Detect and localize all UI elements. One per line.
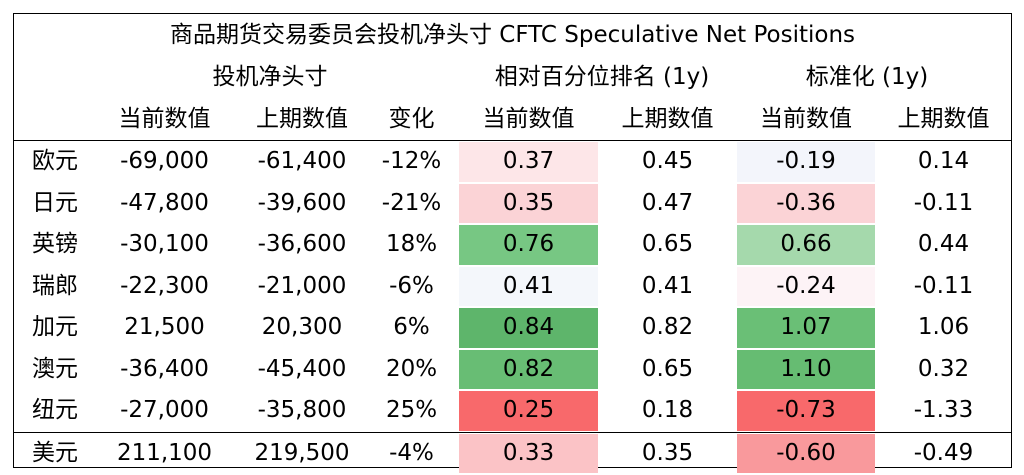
column-header: 当前数值 [760,105,852,132]
heat-cell-bg [737,308,875,348]
table-cell-rank-prev: 0.18 [641,397,694,424]
table-cell-std-prev: -1.33 [913,397,974,424]
heat-cell-bg [459,142,598,182]
table-cell-std-prev: 0.14 [917,148,970,175]
table-cell-std-prev: -0.11 [913,189,974,216]
table-cell-chg: -12% [381,148,442,175]
table-cell-chg: 18% [385,231,438,258]
currency-label: 纽元 [32,397,78,424]
table-cell-std-prev: 0.32 [917,355,970,382]
table-cell-chg: 25% [385,397,438,424]
table-cell-rank-cur: 0.25 [502,397,555,424]
heat-cell-bg [459,183,598,223]
heat-cell-bg [459,225,598,265]
currency-label: 英镑 [32,231,78,258]
heat-cell-bg [459,308,598,348]
column-header: 上期数值 [256,105,348,132]
group-header-rank: 相对百分位排名 (1y) [494,63,710,90]
table-cell-cur: -27,000 [120,397,209,424]
column-header: 当前数值 [118,105,211,132]
table-cell-chg: -21% [381,189,442,216]
table-cell-rank-prev: 0.82 [641,314,694,341]
table-cell-rank-prev: 0.47 [641,189,694,216]
heat-cell-bg [459,433,598,473]
table-cell-rank-cur: 0.82 [502,355,555,382]
table-cell-rank-cur: 0.37 [502,148,555,175]
heat-cell-bg [459,266,598,306]
currency-label: 日元 [32,189,78,216]
heat-cell-bg [737,349,875,389]
group-header-net: 投机净头寸 [212,63,328,90]
table-cell-cur: -47,800 [120,189,209,216]
table-cell-cur: -22,300 [120,272,209,299]
table-cell-prev: -39,600 [257,189,347,216]
table-cell-prev: -35,800 [257,397,347,424]
table-cell-std-cur: -0.24 [776,272,836,299]
column-header: 上期数值 [621,105,714,132]
table-cell-std-cur: -0.73 [776,397,836,424]
currency-label: 加元 [32,314,78,341]
usd-divider [14,431,1011,433]
heat-cell-bg [737,225,875,265]
table-cell-rank-cur: 0.35 [502,189,555,216]
table-cell-std-prev: 1.06 [917,314,970,341]
currency-label: 瑞郎 [32,272,78,299]
table-cell-cur: 21,500 [124,314,205,341]
heat-cell-bg [737,433,875,473]
header-divider [14,140,1011,141]
table-cell-std-cur: -0.19 [776,148,836,175]
table-cell-chg: 20% [385,355,438,382]
table-cell-prev: -36,600 [257,231,347,258]
table-cell-rank-cur: 0.84 [502,314,555,341]
table-cell-rank-prev: 0.45 [641,148,694,175]
heat-cell-bg [737,142,875,182]
heat-cell-bg [737,183,875,223]
table-cell-cur: -30,100 [120,231,209,258]
table-cell-rank-prev: 0.65 [641,355,694,382]
heat-cell-bg [459,391,598,431]
table-cell-rank-cur: 0.76 [502,231,555,258]
table-cell-rank-prev: 0.35 [641,439,694,466]
table-cell-std-cur: -0.36 [776,189,836,216]
table-cell-std-cur: 1.10 [780,355,832,382]
table-cell-rank-cur: 0.33 [502,439,555,466]
cftc-table: 商品期货交易委员会投机净头寸 CFTC Speculative Net Posi… [13,13,1012,473]
table-cell-std-prev: 0.44 [917,231,970,258]
table-cell-prev: -45,400 [257,355,347,382]
currency-label: 澳元 [32,355,78,382]
table-cell-prev: -61,400 [257,148,347,175]
table-cell-rank-prev: 0.65 [641,231,694,258]
table-cell-rank-cur: 0.41 [502,272,555,299]
table-cell-std-prev: -0.49 [913,439,974,466]
table-cell-cur: -36,400 [120,355,209,382]
table-cell-chg: -6% [389,272,434,299]
table-cell-prev: 219,500 [254,439,350,466]
heat-cell-bg [737,266,875,306]
table-cell-rank-prev: 0.41 [641,272,694,299]
currency-label: 欧元 [32,148,78,175]
table-cell-prev: 20,300 [261,314,343,341]
table-cell-cur: -69,000 [120,148,209,175]
group-header-std: 标准化 (1y) [805,63,929,90]
heat-cell-bg [737,391,875,431]
table-cell-std-cur: 0.66 [780,231,832,258]
currency-label: 美元 [32,439,78,466]
table-cell-chg: -4% [389,439,434,466]
heat-cell-bg [459,349,598,389]
column-header: 上期数值 [897,105,990,132]
column-header: 当前数值 [482,105,575,132]
table-cell-std-prev: -0.11 [913,272,974,299]
table-cell-chg: 6% [393,314,430,341]
table-cell-std-cur: 1.07 [780,314,832,341]
table-cell-cur: 211,100 [116,439,213,466]
table-title: 商品期货交易委员会投机净头寸 CFTC Speculative Net Posi… [169,21,856,48]
column-header: 变化 [388,105,435,132]
table-cell-prev: -21,000 [257,272,347,299]
table-cell-std-cur: -0.60 [776,439,836,466]
